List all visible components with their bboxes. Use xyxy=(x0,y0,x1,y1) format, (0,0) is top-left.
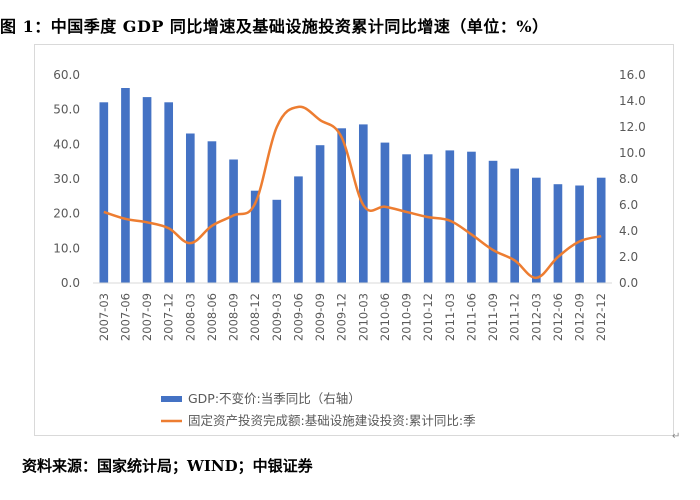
left-axis: 0.0 10.0 20.0 30.0 40.0 50.0 60.0 xyxy=(53,68,80,290)
gdp-bar xyxy=(250,190,260,283)
x-tick-label: 2007-06 xyxy=(118,293,132,341)
gdp-bar xyxy=(142,97,152,283)
x-tick-label: 2011-09 xyxy=(486,293,500,341)
x-tick-label: 2012-06 xyxy=(551,293,565,341)
x-tick-label: 2007-09 xyxy=(140,293,154,341)
gdp-bars xyxy=(99,88,606,284)
gdp-bar xyxy=(575,185,584,283)
right-tick-label: 2.0 xyxy=(619,250,638,264)
x-tick-label: 2011-12 xyxy=(508,293,522,341)
legend: GDP:不变价:当季同比（右轴） 固定资产投资完成额:基础设施建设投资:累计同比… xyxy=(161,391,476,428)
x-tick-label: 2007-03 xyxy=(97,293,111,341)
gdp-bar xyxy=(488,160,498,283)
gdp-bar xyxy=(596,177,606,283)
gdp-bar xyxy=(337,128,347,283)
gdp-bar xyxy=(315,145,325,283)
right-axis: 0.0 2.0 4.0 6.0 8.0 10.0 12.0 14.0 16.0 xyxy=(619,68,646,290)
x-tick-label: 2009-09 xyxy=(313,293,327,341)
x-tick-label: 2008-03 xyxy=(183,293,197,341)
gdp-bar xyxy=(121,88,130,283)
left-tick-label: 0.0 xyxy=(61,276,80,290)
right-tick-label: 8.0 xyxy=(619,172,638,186)
x-tick-label: 2010-03 xyxy=(356,293,370,341)
x-axis: 2007-03 2007-06 2007-09 2007-12 2008-03 2008-… xyxy=(97,293,608,341)
figure-title: 图 1：中国季度 GDP 同比增速及基础设施投资累计同比增速（单位：%） xyxy=(0,17,549,36)
x-tick-label: 2012-09 xyxy=(573,293,587,341)
infrastructure-line xyxy=(103,105,602,280)
x-tick-label: 2008-06 xyxy=(205,293,219,341)
gdp-bar xyxy=(380,142,390,283)
left-tick-label: 40.0 xyxy=(53,137,80,151)
chart-frame xyxy=(34,44,674,436)
left-tick-label: 20.0 xyxy=(53,207,80,221)
x-tick-label: 2007-12 xyxy=(162,293,176,341)
x-tick-label: 2010-12 xyxy=(421,293,435,341)
left-tick-label: 60.0 xyxy=(53,68,80,82)
right-tick-label: 6.0 xyxy=(619,198,638,212)
right-tick-label: 14.0 xyxy=(619,94,646,108)
gdp-bar xyxy=(510,168,520,283)
gdp-bar xyxy=(185,133,195,283)
x-tick-label: 2012-03 xyxy=(529,293,543,341)
right-tick-label: 16.0 xyxy=(619,68,646,82)
x-tick-label: 2009-03 xyxy=(270,293,284,341)
left-tick-label: 10.0 xyxy=(53,241,80,255)
gdp-bar xyxy=(164,102,174,283)
gdp-bar xyxy=(294,176,303,283)
gdp-bar xyxy=(553,184,563,283)
right-tick-label: 0.0 xyxy=(619,276,638,290)
x-tick-label: 2010-09 xyxy=(400,293,414,341)
gdp-bar xyxy=(229,159,238,283)
left-tick-label: 50.0 xyxy=(53,103,80,117)
right-tick-label: 12.0 xyxy=(619,120,646,134)
gdp-bar xyxy=(531,177,541,283)
left-tick-label: 30.0 xyxy=(53,172,80,186)
gdp-bar xyxy=(467,151,476,283)
gdp-bar xyxy=(445,150,455,283)
right-tick-label: 10.0 xyxy=(619,146,646,160)
gdp-bar xyxy=(272,199,282,283)
legend-label-gdp: GDP:不变价:当季同比（右轴） xyxy=(188,391,361,406)
right-tick-label: 4.0 xyxy=(619,224,638,238)
source-note: 资料来源：国家统计局；WIND；中银证券 xyxy=(22,457,313,475)
legend-swatch-gdp xyxy=(161,396,182,402)
x-tick-label: 2009-12 xyxy=(335,293,349,341)
paragraph-mark: ↵ xyxy=(672,431,681,442)
infrastructure-line-path xyxy=(103,105,602,280)
legend-label-infra: 固定资产投资完成额:基础设施建设投资:累计同比:季 xyxy=(188,413,476,428)
x-tick-label: 2009-06 xyxy=(291,293,305,341)
gdp-bar xyxy=(402,154,411,283)
x-tick-label: 2011-03 xyxy=(443,293,457,341)
gdp-bar xyxy=(99,102,109,283)
gdp-bar xyxy=(423,154,433,283)
gdp-bar xyxy=(207,141,217,283)
x-tick-label: 2008-12 xyxy=(248,293,262,341)
x-tick-label: 2008-09 xyxy=(227,293,241,341)
x-tick-label: 2010-06 xyxy=(378,293,392,341)
x-tick-label: 2011-06 xyxy=(464,293,478,341)
x-tick-label: 2012-12 xyxy=(594,293,608,341)
